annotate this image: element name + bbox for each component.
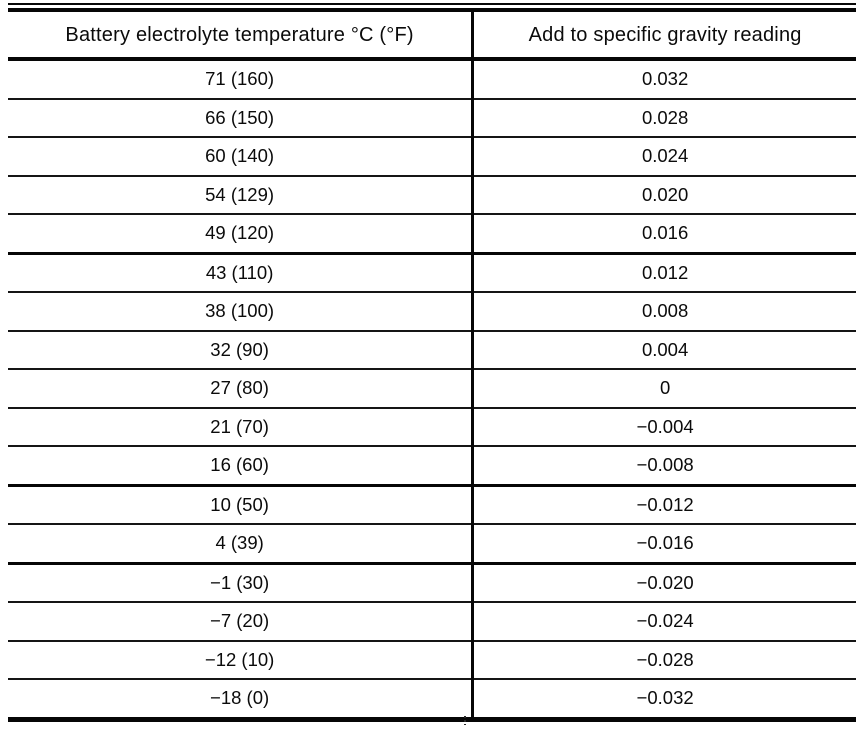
gravity-cell: 0.024	[472, 137, 856, 177]
gravity-correction-table: Battery electrolyte temperature °C (°F) …	[8, 8, 856, 722]
gravity-cell: −0.016	[472, 524, 856, 565]
table-row: 66 (150) 0.028	[8, 98, 856, 138]
temperature-cell: −18 (0)	[8, 679, 475, 720]
gravity-cell: −0.008	[472, 446, 856, 487]
gravity-cell: 0.004	[472, 330, 856, 370]
gravity-cell: −0.024	[472, 602, 856, 642]
table-row: 32 (90) 0.004	[8, 330, 856, 370]
table-row: 10 (50) −0.012	[8, 485, 856, 525]
temperature-cell: 54 (129)	[8, 175, 475, 215]
table-row: 38 (100) 0.008	[8, 292, 856, 332]
temperature-cell: 16 (60)	[8, 446, 475, 487]
temperature-cell: −12 (10)	[8, 640, 475, 680]
header-row: Battery electrolyte temperature °C (°F) …	[8, 10, 856, 61]
gravity-cell: 0.032	[472, 59, 856, 100]
table-row: −18 (0) −0.032	[8, 679, 856, 720]
temperature-cell: −7 (20)	[8, 602, 475, 642]
table-row: 49 (120) 0.016	[8, 214, 856, 255]
gravity-cell: 0.012	[472, 253, 856, 293]
gravity-cell: −0.020	[472, 563, 856, 603]
temperature-cell: 66 (150)	[8, 98, 475, 138]
column-divider-overhang	[464, 716, 466, 725]
table-row: 4 (39) −0.016	[8, 524, 856, 565]
gravity-cell: −0.012	[472, 485, 856, 525]
top-rule	[8, 3, 856, 8]
temperature-cell: 60 (140)	[8, 137, 475, 177]
gravity-cell: 0.016	[472, 214, 856, 255]
temperature-cell: 4 (39)	[8, 524, 475, 565]
temperature-cell: 38 (100)	[8, 292, 475, 332]
gravity-cell: 0	[472, 369, 856, 409]
gravity-correction-table-frame: Battery electrolyte temperature °C (°F) …	[8, 3, 856, 722]
temperature-cell: 71 (160)	[8, 59, 475, 100]
temperature-cell: 21 (70)	[8, 407, 475, 447]
header-temperature: Battery electrolyte temperature °C (°F)	[8, 10, 475, 61]
table-row: 54 (129) 0.020	[8, 175, 856, 215]
table-row: 60 (140) 0.024	[8, 137, 856, 177]
gravity-cell: 0.008	[472, 292, 856, 332]
table-row: 27 (80) 0	[8, 369, 856, 409]
gravity-cell: −0.004	[472, 407, 856, 447]
table-row: −12 (10) −0.028	[8, 640, 856, 680]
table-row: −7 (20) −0.024	[8, 602, 856, 642]
temperature-cell: −1 (30)	[8, 563, 475, 603]
header-gravity-correction: Add to specific gravity reading	[472, 10, 856, 61]
temperature-cell: 43 (110)	[8, 253, 475, 293]
temperature-cell: 10 (50)	[8, 485, 475, 525]
table-row: 16 (60) −0.008	[8, 446, 856, 487]
table-row: −1 (30) −0.020	[8, 563, 856, 603]
temperature-cell: 27 (80)	[8, 369, 475, 409]
temperature-cell: 49 (120)	[8, 214, 475, 255]
temperature-cell: 32 (90)	[8, 330, 475, 370]
gravity-cell: 0.028	[472, 98, 856, 138]
table-row: 21 (70) −0.004	[8, 407, 856, 447]
table-row: 43 (110) 0.012	[8, 253, 856, 293]
gravity-cell: −0.028	[472, 640, 856, 680]
gravity-cell: 0.020	[472, 175, 856, 215]
table-row: 71 (160) 0.032	[8, 59, 856, 100]
gravity-cell: −0.032	[472, 679, 856, 720]
